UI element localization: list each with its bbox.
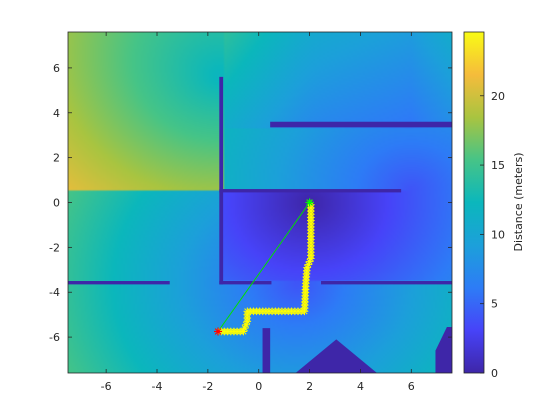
colorbar-tick-label: 0 (491, 367, 498, 380)
x-tick-label: -6 (101, 380, 112, 393)
obstacle-wall (262, 328, 271, 373)
colorbar-tick-label: 5 (491, 298, 498, 311)
obstacle-wall (219, 189, 402, 193)
y-tick-label: 2 (53, 152, 60, 165)
x-tick-label: 2 (306, 380, 313, 393)
obstacle-wall (270, 121, 452, 128)
x-tick-label: 6 (408, 380, 415, 393)
path-overlay (214, 198, 315, 336)
colorbar-tick-label: 20 (491, 90, 505, 103)
colorbar: 0 5 10 15 20 Distance (meters) (463, 31, 525, 380)
distance-heatmap (68, 32, 452, 373)
y-tick-label: 6 (53, 62, 60, 75)
y-tick-label: -4 (49, 286, 60, 299)
obstacle-wall (321, 281, 452, 285)
colorbar-ticks: 0 5 10 15 20 (480, 90, 505, 380)
start-marker (214, 327, 223, 336)
obstacle-mound (295, 339, 377, 373)
straight-line (217, 202, 310, 332)
obstacle-mound (435, 327, 452, 373)
goal-marker (305, 198, 314, 207)
obstacle-wall (219, 281, 272, 285)
colorbar-label: Distance (meters) (512, 153, 525, 252)
obstacle-layer (68, 76, 452, 373)
x-axis: -6 -4 -2 0 2 4 6 (101, 32, 415, 393)
y-tick-label: -6 (49, 331, 60, 344)
colorbar-tick-label: 15 (491, 159, 505, 172)
x-tick-label: 4 (357, 380, 364, 393)
obstacle-wall (68, 281, 170, 285)
y-axis: -6 -4 -2 0 2 4 6 (49, 62, 452, 344)
heatmap-plot-area (67, 31, 453, 374)
x-tick-label: -4 (152, 380, 163, 393)
colorbar-gradient (463, 31, 485, 374)
x-tick-label: 0 (255, 380, 262, 393)
x-tick-label: -2 (202, 380, 213, 393)
obstacle-wall (219, 76, 224, 285)
y-tick-label: 0 (53, 197, 60, 210)
y-tick-label: 4 (53, 107, 60, 120)
y-tick-label: -2 (49, 241, 60, 254)
colorbar-tick-label: 10 (491, 228, 505, 241)
